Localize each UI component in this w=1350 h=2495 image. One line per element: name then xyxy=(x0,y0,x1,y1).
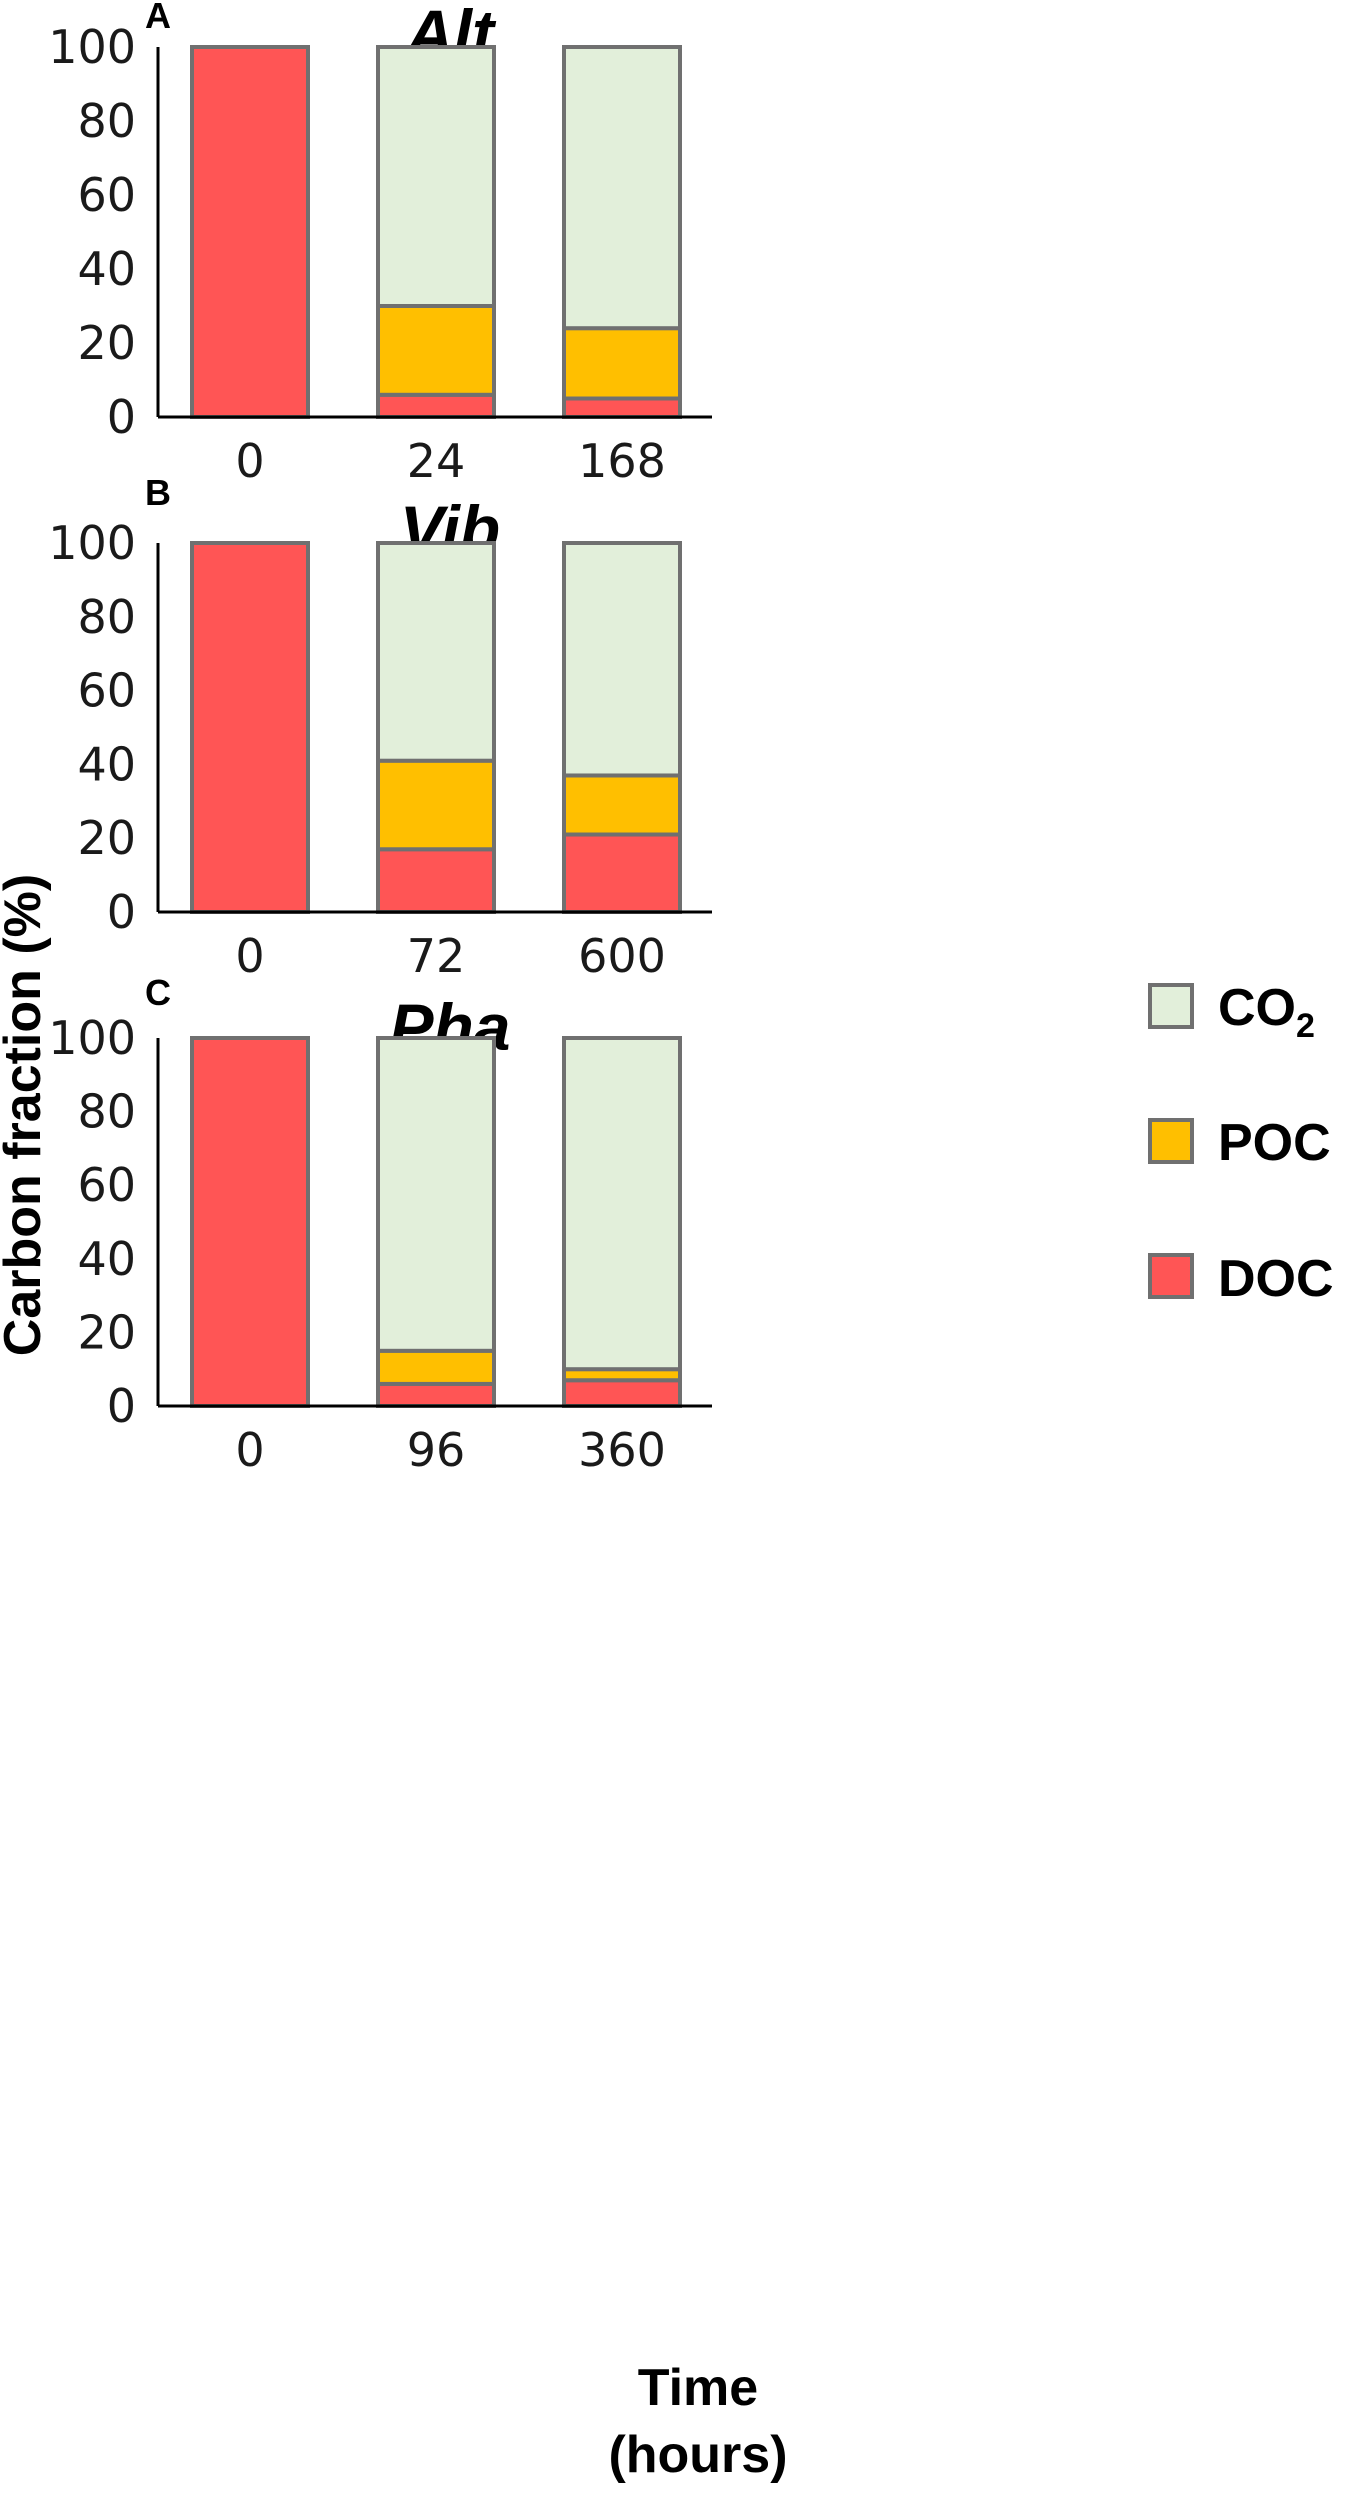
y-tick-label: 40 xyxy=(77,242,136,296)
bar-c-360-co2 xyxy=(562,1036,682,1372)
y-tick-label: 60 xyxy=(77,664,136,718)
bar-c-0-doc xyxy=(190,1036,310,1408)
bar-c-360-doc xyxy=(562,1378,682,1408)
legend-swatch-co2 xyxy=(1148,983,1194,1029)
y-tick-label: 60 xyxy=(77,1158,136,1212)
y-tick-label: 80 xyxy=(77,1085,136,1139)
x-tick-label: 96 xyxy=(407,1423,466,1477)
y-tick-label: 60 xyxy=(77,168,136,222)
y-tick-label: 100 xyxy=(48,20,136,74)
y-tick-label: 100 xyxy=(48,516,136,570)
legend-label-co2: CO2 xyxy=(1218,979,1315,1045)
legend: CO2 POC DOC xyxy=(1148,979,1334,1308)
x-tick-label: 168 xyxy=(578,434,666,488)
x-axis-title-line1: Time xyxy=(638,2359,758,2417)
bar-b-72-doc xyxy=(376,847,496,915)
y-tick-label: 20 xyxy=(77,1305,136,1359)
x-tick-label: 360 xyxy=(578,1423,666,1477)
y-tick-label: 80 xyxy=(77,590,136,644)
bar-a-168-doc xyxy=(562,396,682,419)
bar-a-24-poc xyxy=(376,304,496,397)
x-tick-label: 0 xyxy=(235,1423,264,1477)
x-axis-title-line2: (hours) xyxy=(608,2426,787,2484)
bar-a-168-poc xyxy=(562,326,682,401)
legend-swatch-doc xyxy=(1148,1253,1194,1299)
y-tick-label: 0 xyxy=(107,885,136,939)
bar-a-24-co2 xyxy=(376,45,496,308)
x-tick-label: 0 xyxy=(235,434,264,488)
panel-letter-c: C xyxy=(145,972,171,1013)
x-tick-label: 24 xyxy=(407,434,466,488)
legend-label-co2-main: CO xyxy=(1218,979,1296,1037)
bar-b-72-poc xyxy=(376,758,496,852)
panel-letter-b: B xyxy=(145,472,171,513)
y-tick-label: 100 xyxy=(48,1011,136,1065)
legend-label-co2-sub: 2 xyxy=(1296,1007,1315,1045)
bar-a-0-doc xyxy=(190,45,310,419)
bar-c-96-doc xyxy=(376,1381,496,1409)
legend-swatch-poc xyxy=(1148,1118,1194,1164)
y-tick-label: 40 xyxy=(77,1232,136,1286)
bar-a-168-co2 xyxy=(562,45,682,331)
bar-b-600-poc xyxy=(562,773,682,837)
y-tick-label: 20 xyxy=(77,316,136,370)
y-tick-label: 40 xyxy=(77,737,136,791)
x-tick-label: 72 xyxy=(407,929,466,983)
y-tick-label: 20 xyxy=(77,811,136,865)
bar-b-72-co2 xyxy=(376,541,496,763)
bar-c-96-co2 xyxy=(376,1036,496,1353)
y-tick-label: 0 xyxy=(107,390,136,444)
panel-letter-a: A xyxy=(145,0,171,36)
bar-c-96-poc xyxy=(376,1348,496,1386)
bar-b-600-co2 xyxy=(562,541,682,778)
legend-label-doc: DOC xyxy=(1218,1250,1334,1308)
bar-a-24-doc xyxy=(376,392,496,419)
y-axis-title: Carbon fraction (%) xyxy=(0,874,52,1356)
y-tick-label: 80 xyxy=(77,94,136,148)
x-tick-label: 600 xyxy=(578,929,666,983)
x-tick-label: 0 xyxy=(235,929,264,983)
bar-b-0-doc xyxy=(190,541,310,914)
y-tick-label: 0 xyxy=(107,1379,136,1433)
legend-label-poc: POC xyxy=(1218,1114,1331,1172)
bar-b-600-doc xyxy=(562,832,682,915)
